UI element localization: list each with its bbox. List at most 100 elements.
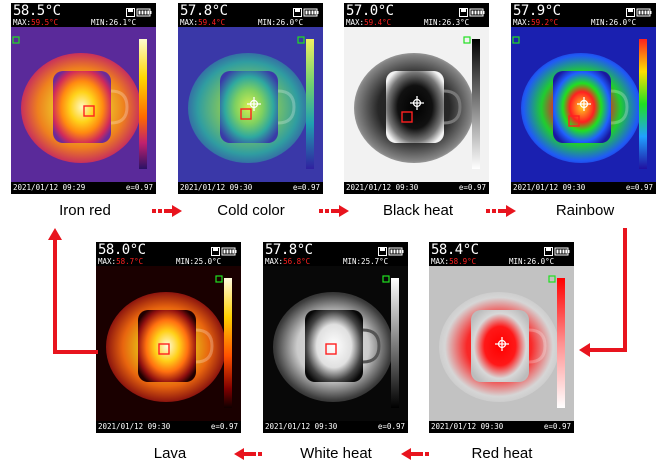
hotspot-marker bbox=[240, 108, 252, 120]
panel-header bbox=[344, 3, 489, 27]
emissivity: e=0.97 bbox=[625, 183, 653, 192]
max-min-readout: MAX:58.7°C MIN:25.0°C bbox=[98, 257, 239, 266]
emissivity: e=0.97 bbox=[458, 183, 486, 192]
panel-footer: 2021/01/12 09:29 e=0.97 bbox=[11, 182, 156, 194]
timestamp: 2021/01/12 09:30 bbox=[98, 422, 171, 431]
max-label: MAX: bbox=[431, 257, 450, 266]
color-scale-bar bbox=[306, 39, 314, 169]
hotspot-marker bbox=[568, 115, 580, 127]
timestamp: 2021/01/12 09:30 bbox=[431, 422, 504, 431]
save-battery-icons bbox=[378, 247, 404, 256]
min-value: MIN:26.0°C bbox=[258, 18, 304, 27]
green-marker bbox=[12, 36, 20, 44]
color-scale-bar bbox=[557, 278, 565, 408]
thermal-panel-white-heat: 57.8°C MAX:56.8°C MIN:25.7°C 2021/01/12 09:… bbox=[263, 242, 408, 433]
panel-footer: 2021/01/12 09:30 e=0.97 bbox=[96, 421, 241, 433]
color-scale-bar bbox=[639, 39, 647, 169]
arrow-rainbow-to-red bbox=[579, 228, 627, 357]
panel-footer: 2021/01/12 09:30 e=0.97 bbox=[263, 421, 408, 433]
panel-header bbox=[11, 3, 156, 27]
max-value: 59.4°C bbox=[364, 18, 392, 27]
save-battery-icons bbox=[544, 247, 570, 256]
center-temperature: 58.0°C bbox=[98, 242, 146, 258]
emissivity: e=0.97 bbox=[292, 183, 320, 192]
min-value: MIN:26.0°C bbox=[591, 18, 637, 27]
max-value: 59.2°C bbox=[531, 18, 559, 27]
mode-label-cold-color: Cold color bbox=[217, 202, 285, 219]
green-marker bbox=[297, 36, 305, 44]
panel-header bbox=[429, 242, 574, 266]
center-temperature: 57.8°C bbox=[180, 3, 228, 19]
timestamp: 2021/01/12 09:29 bbox=[13, 183, 86, 192]
max-value: 59.5°C bbox=[31, 18, 59, 27]
center-crosshair bbox=[247, 97, 261, 111]
arrow-white-to-lava bbox=[234, 448, 262, 460]
thermal-image bbox=[429, 266, 574, 421]
green-marker bbox=[215, 275, 223, 283]
save-battery-icons bbox=[211, 247, 237, 256]
status-icons bbox=[626, 5, 652, 23]
green-marker bbox=[382, 275, 390, 283]
emissivity: e=0.97 bbox=[543, 422, 571, 431]
panel-header bbox=[263, 242, 408, 266]
hot-object bbox=[471, 310, 529, 382]
mode-label-lava: Lava bbox=[153, 445, 187, 462]
min-value: MIN:26.3°C bbox=[424, 18, 470, 27]
arrow-iron-to-cold bbox=[152, 205, 182, 217]
thermal-panel-iron-red: 58.5°C MAX:59.5°C MIN:26.1°C 2021/01/12 09:… bbox=[11, 3, 156, 194]
min-value: MIN:26.1°C bbox=[91, 18, 137, 27]
max-min-readout: MAX:59.4°C MIN:26.3°C bbox=[346, 18, 487, 27]
max-value: 58.7°C bbox=[116, 257, 144, 266]
max-value: 59.4°C bbox=[198, 18, 226, 27]
panel-header bbox=[96, 242, 241, 266]
status-icons bbox=[293, 5, 319, 23]
center-crosshair bbox=[495, 337, 509, 351]
hot-object bbox=[305, 310, 363, 382]
min-value: MIN:25.0°C bbox=[176, 257, 222, 266]
center-temperature: 58.4°C bbox=[431, 242, 479, 258]
max-value: 56.8°C bbox=[283, 257, 311, 266]
thermal-image bbox=[96, 266, 241, 421]
status-icons bbox=[544, 244, 570, 262]
emissivity: e=0.97 bbox=[210, 422, 238, 431]
arrow-red-to-white bbox=[401, 448, 429, 460]
max-label: MAX: bbox=[13, 18, 32, 27]
save-battery-icons bbox=[126, 8, 152, 17]
max-value: 58.9°C bbox=[449, 257, 477, 266]
min-value: MIN:26.0°C bbox=[509, 257, 555, 266]
hotspot-marker bbox=[401, 111, 413, 123]
thermal-image bbox=[263, 266, 408, 421]
max-label: MAX: bbox=[265, 257, 284, 266]
save-battery-icons bbox=[626, 8, 652, 17]
green-marker bbox=[548, 275, 556, 283]
thermal-image bbox=[178, 27, 323, 182]
status-icons bbox=[459, 5, 485, 23]
mode-label-black-heat: Black heat bbox=[382, 202, 454, 219]
save-battery-icons bbox=[293, 8, 319, 17]
center-crosshair bbox=[577, 97, 591, 111]
thermal-panel-rainbow: 57.9°C MAX:59.2°C MIN:26.0°C 2021/01/12 09:… bbox=[511, 3, 656, 194]
center-temperature: 58.5°C bbox=[13, 3, 61, 19]
color-scale-bar bbox=[139, 39, 147, 169]
hot-object bbox=[220, 71, 278, 143]
status-icons bbox=[211, 244, 237, 262]
max-min-readout: MAX:58.9°C MIN:26.0°C bbox=[431, 257, 572, 266]
panel-header bbox=[511, 3, 656, 27]
thermal-panel-lava: 58.0°C MAX:58.7°C MIN:25.0°C 2021/01/12 09:… bbox=[96, 242, 241, 433]
hot-object bbox=[138, 310, 196, 382]
status-icons bbox=[126, 5, 152, 23]
emissivity: e=0.97 bbox=[377, 422, 405, 431]
thermal-panel-black-heat: 57.0°C MAX:59.4°C MIN:26.3°C 2021/01/12 09:… bbox=[344, 3, 489, 194]
mode-label-rainbow: Rainbow bbox=[555, 202, 615, 219]
timestamp: 2021/01/12 09:30 bbox=[513, 183, 586, 192]
save-battery-icons bbox=[459, 8, 485, 17]
hotspot-marker bbox=[83, 105, 95, 117]
hotspot-marker bbox=[158, 343, 170, 355]
panel-header bbox=[178, 3, 323, 27]
thermal-image bbox=[11, 27, 156, 182]
max-min-readout: MAX:56.8°C MIN:25.7°C bbox=[265, 257, 406, 266]
color-scale-bar bbox=[224, 278, 232, 408]
arrow-cold-to-black bbox=[319, 205, 349, 217]
hotspot-marker bbox=[325, 343, 337, 355]
